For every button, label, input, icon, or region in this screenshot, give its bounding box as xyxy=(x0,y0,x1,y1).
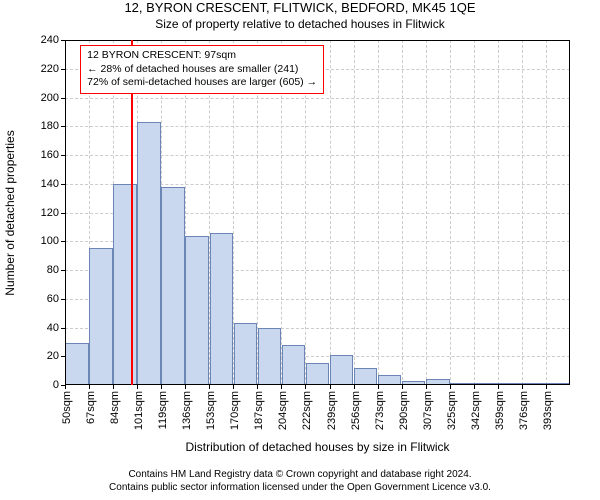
xtick-mark xyxy=(474,385,475,389)
xtick-mark xyxy=(522,385,523,389)
xtick: 84sqm xyxy=(109,391,121,424)
ytick: 100 xyxy=(41,235,65,247)
caption-line: Contains HM Land Registry data © Crown c… xyxy=(0,468,600,481)
xtick: 256sqm xyxy=(350,391,362,430)
xtick: 101sqm xyxy=(133,391,145,430)
xtick-mark xyxy=(281,385,282,389)
ytick: 160 xyxy=(41,149,65,161)
xtick-mark xyxy=(378,385,379,389)
xtick-mark xyxy=(450,385,451,389)
chart-caption: Contains HM Land Registry data © Crown c… xyxy=(0,468,600,494)
xtick-mark xyxy=(161,385,162,389)
ytick: 140 xyxy=(41,178,65,190)
xtick: 325sqm xyxy=(446,391,458,430)
ytick: 80 xyxy=(47,264,65,276)
xtick: 67sqm xyxy=(85,391,97,424)
ytick: 0 xyxy=(53,379,65,391)
xtick-mark xyxy=(402,385,403,389)
xtick: 290sqm xyxy=(398,391,410,430)
xtick: 342sqm xyxy=(470,391,482,430)
xtick-mark xyxy=(426,385,427,389)
annotation-line: 12 BYRON CRESCENT: 97sqm xyxy=(87,49,317,63)
xtick-mark xyxy=(137,385,138,389)
xtick: 136sqm xyxy=(181,391,193,430)
xtick-mark xyxy=(65,385,66,389)
xtick-mark xyxy=(257,385,258,389)
chart-subtitle: Size of property relative to detached ho… xyxy=(0,17,600,31)
ytick: 20 xyxy=(47,350,65,362)
property-size-chart: 12, BYRON CRESCENT, FLITWICK, BEDFORD, M… xyxy=(0,0,600,500)
xtick: 393sqm xyxy=(542,391,554,430)
xtick-mark xyxy=(113,385,114,389)
xtick: 50sqm xyxy=(61,391,73,424)
xtick: 119sqm xyxy=(157,391,169,429)
xtick: 376sqm xyxy=(518,391,530,430)
plot-area: 02040608010012014016018020022024050sqm67… xyxy=(65,40,570,385)
xtick: 273sqm xyxy=(374,391,386,430)
xtick: 307sqm xyxy=(422,391,434,430)
annotation-line: ← 28% of detached houses are smaller (24… xyxy=(87,63,317,77)
xtick: 204sqm xyxy=(277,391,289,430)
ytick: 220 xyxy=(41,63,65,75)
xtick: 239sqm xyxy=(326,391,338,430)
xtick-mark xyxy=(233,385,234,389)
ytick: 180 xyxy=(41,120,65,132)
ytick: 240 xyxy=(41,34,65,46)
chart-title: 12, BYRON CRESCENT, FLITWICK, BEDFORD, M… xyxy=(0,0,600,15)
annotation-box: 12 BYRON CRESCENT: 97sqm← 28% of detache… xyxy=(80,45,324,94)
xtick-mark xyxy=(546,385,547,389)
xtick: 170sqm xyxy=(229,391,241,430)
x-axis-label: Distribution of detached houses by size … xyxy=(65,440,570,454)
xtick-mark xyxy=(354,385,355,389)
caption-line: Contains public sector information licen… xyxy=(0,481,600,494)
ytick: 60 xyxy=(47,293,65,305)
ytick: 200 xyxy=(41,92,65,104)
xtick: 187sqm xyxy=(253,391,265,430)
xtick: 359sqm xyxy=(494,391,506,430)
xtick-mark xyxy=(498,385,499,389)
xtick-mark xyxy=(89,385,90,389)
ytick: 40 xyxy=(47,322,65,334)
xtick: 222sqm xyxy=(301,391,313,430)
xtick-mark xyxy=(209,385,210,389)
annotation-line: 72% of semi-detached houses are larger (… xyxy=(87,76,317,90)
xtick: 153sqm xyxy=(205,391,217,430)
xtick-mark xyxy=(305,385,306,389)
xtick-mark xyxy=(185,385,186,389)
xtick-mark xyxy=(330,385,331,389)
y-axis-label: Number of detached properties xyxy=(3,130,17,295)
ytick: 120 xyxy=(41,207,65,219)
